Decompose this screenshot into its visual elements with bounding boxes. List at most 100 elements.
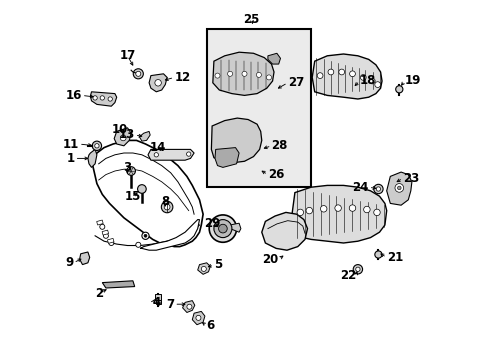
Text: 19: 19 <box>404 75 420 87</box>
Polygon shape <box>91 140 203 247</box>
Polygon shape <box>148 149 194 160</box>
Text: 26: 26 <box>267 168 284 181</box>
Circle shape <box>320 206 326 212</box>
Circle shape <box>215 73 220 78</box>
Bar <box>97 220 103 225</box>
Circle shape <box>349 71 355 77</box>
Polygon shape <box>291 185 386 243</box>
Text: 27: 27 <box>287 76 304 89</box>
Polygon shape <box>230 223 241 232</box>
Circle shape <box>201 266 206 271</box>
Circle shape <box>133 69 143 79</box>
Polygon shape <box>149 74 167 92</box>
Circle shape <box>154 153 158 157</box>
Circle shape <box>395 86 402 93</box>
Circle shape <box>100 224 104 229</box>
Text: 25: 25 <box>243 13 259 26</box>
Bar <box>102 230 108 235</box>
Circle shape <box>103 233 108 238</box>
Polygon shape <box>197 263 210 274</box>
Polygon shape <box>90 92 117 106</box>
Circle shape <box>397 186 400 190</box>
Polygon shape <box>155 300 160 304</box>
Text: 14: 14 <box>150 141 166 154</box>
Circle shape <box>355 267 359 271</box>
Circle shape <box>164 204 170 210</box>
Polygon shape <box>80 252 89 265</box>
Text: 16: 16 <box>65 89 81 102</box>
Text: 21: 21 <box>386 251 402 264</box>
Circle shape <box>120 135 126 141</box>
Text: 28: 28 <box>271 139 287 152</box>
Text: 29: 29 <box>203 217 220 230</box>
Circle shape <box>108 240 114 246</box>
Circle shape <box>186 304 192 309</box>
Circle shape <box>209 215 236 242</box>
Circle shape <box>142 232 149 239</box>
Polygon shape <box>215 148 239 167</box>
Text: 6: 6 <box>206 319 215 332</box>
Circle shape <box>327 69 333 75</box>
Text: 3: 3 <box>123 161 131 174</box>
Text: 18: 18 <box>359 75 375 87</box>
Circle shape <box>95 144 99 148</box>
Circle shape <box>136 242 141 247</box>
Text: 12: 12 <box>174 71 190 84</box>
Polygon shape <box>155 294 161 300</box>
Text: 22: 22 <box>339 269 355 282</box>
Circle shape <box>338 69 344 75</box>
Text: 20: 20 <box>262 253 278 266</box>
Circle shape <box>126 167 135 175</box>
Circle shape <box>186 152 190 156</box>
Polygon shape <box>211 118 261 163</box>
Circle shape <box>136 71 141 76</box>
Circle shape <box>161 201 172 213</box>
Text: 9: 9 <box>65 256 73 269</box>
Circle shape <box>296 209 303 216</box>
Circle shape <box>137 185 146 193</box>
Polygon shape <box>114 128 131 146</box>
Text: 2: 2 <box>95 287 102 300</box>
Circle shape <box>213 220 231 238</box>
Circle shape <box>242 71 246 76</box>
Text: 13: 13 <box>118 129 134 141</box>
Polygon shape <box>140 220 199 250</box>
Circle shape <box>227 71 232 76</box>
Text: 10: 10 <box>112 123 128 136</box>
Polygon shape <box>88 149 97 167</box>
Text: 1: 1 <box>66 152 75 165</box>
Circle shape <box>375 187 380 191</box>
Text: 24: 24 <box>352 181 368 194</box>
Text: 7: 7 <box>166 298 174 311</box>
Circle shape <box>218 224 227 233</box>
Polygon shape <box>182 301 194 312</box>
Circle shape <box>305 207 312 214</box>
Polygon shape <box>267 53 280 64</box>
Text: 4: 4 <box>152 296 161 309</box>
Bar <box>107 238 114 243</box>
Circle shape <box>317 73 322 78</box>
Circle shape <box>266 75 271 80</box>
Circle shape <box>155 80 161 86</box>
Circle shape <box>352 265 362 274</box>
Polygon shape <box>102 281 134 288</box>
Polygon shape <box>261 212 307 250</box>
Circle shape <box>394 184 403 192</box>
Text: 5: 5 <box>213 258 222 271</box>
Circle shape <box>360 75 366 80</box>
Circle shape <box>368 78 374 84</box>
Circle shape <box>374 82 380 87</box>
Polygon shape <box>386 172 411 205</box>
Text: 23: 23 <box>402 172 418 185</box>
Circle shape <box>100 96 104 100</box>
Text: 11: 11 <box>62 138 79 150</box>
Circle shape <box>334 205 341 211</box>
Circle shape <box>348 205 355 211</box>
Text: 15: 15 <box>124 190 141 203</box>
Bar <box>206 29 310 187</box>
Circle shape <box>256 72 261 77</box>
Polygon shape <box>311 54 381 99</box>
Circle shape <box>93 96 97 100</box>
Text: 17: 17 <box>119 49 135 62</box>
Circle shape <box>374 251 381 258</box>
